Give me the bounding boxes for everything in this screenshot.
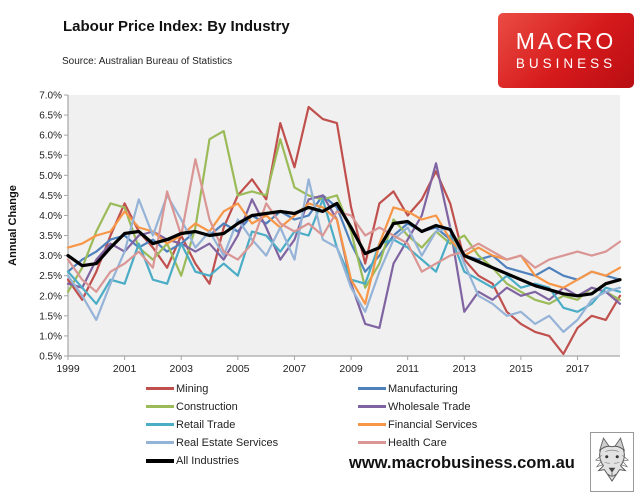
legend-swatch-real-estate-services (146, 441, 174, 444)
chart-line-retail-trade (66, 198, 622, 313)
y-tick-label: 4.5% (39, 191, 62, 202)
x-tick-label: 2017 (566, 363, 590, 375)
legend-item-mining: Mining (146, 382, 358, 395)
x-tick-label: 2011 (396, 363, 419, 375)
legend-label-construction: Construction (176, 400, 238, 413)
website-url: www.macrobusiness.com.au (349, 454, 575, 472)
legend-label-wholesale-trade: Wholesale Trade (388, 400, 471, 413)
y-tick-label: 3.0% (39, 251, 62, 262)
legend-label-all-industries: All Industries (176, 454, 239, 467)
legend-label-real-estate-services: Real Estate Services (176, 436, 279, 449)
legend-item-real-estate-services: Real Estate Services (146, 436, 358, 449)
legend-item-manufacturing: Manufacturing (358, 382, 570, 395)
legend-swatch-financial-services (358, 423, 386, 426)
y-tick-label: 1.5% (39, 311, 62, 322)
y-tick-label: 2.0% (39, 291, 62, 302)
chart-line-all-industries (66, 201, 622, 298)
legend-swatch-wholesale-trade (358, 405, 386, 408)
chart-line-mining (66, 105, 622, 356)
y-tick-label: 0.5% (39, 352, 62, 363)
legend-item-construction: Construction (146, 400, 358, 413)
x-tick-label: 2001 (113, 363, 137, 375)
legend-label-retail-trade: Retail Trade (176, 418, 236, 431)
x-tick-label: 1999 (56, 363, 80, 375)
legend-label-mining: Mining (176, 382, 209, 395)
chart-legend: Mining Manufacturing Construction Wholesale… (146, 382, 570, 467)
x-tick-label: 2015 (509, 363, 533, 375)
y-tick-label: 1.0% (39, 331, 62, 342)
y-tick-label: 4.0% (39, 211, 62, 222)
legend-label-financial-services: Financial Services (388, 418, 478, 431)
legend-swatch-mining (146, 387, 174, 390)
logo-text-business: BUSINESS (515, 55, 617, 71)
chart-line-financial-services (66, 202, 622, 305)
y-tick-label: 7.0% (39, 91, 62, 102)
x-tick-label: 2009 (339, 363, 363, 375)
x-tick-label: 2003 (170, 363, 194, 375)
legend-swatch-manufacturing (358, 387, 386, 390)
legend-label-manufacturing: Manufacturing (388, 382, 458, 395)
y-tick-label: 5.5% (39, 151, 62, 162)
y-tick-label: 2.5% (39, 271, 62, 282)
chart-line-real-estate-services (66, 178, 622, 333)
legend-label-health-care: Health Care (388, 436, 447, 449)
wolf-head-drawing (594, 437, 630, 482)
x-tick-label: 2005 (226, 363, 250, 375)
y-tick-label: 6.5% (39, 111, 62, 122)
legend-item-retail-trade: Retail Trade (146, 418, 358, 431)
legend-item-all-industries: All Industries (146, 454, 358, 467)
legend-item-financial-services: Financial Services (358, 418, 570, 431)
legend-swatch-all-industries (146, 458, 174, 463)
line-chart: 0.5% 1.0% 1.5% 2.0% 2.5% 3.0% 3.5% 4.0% 4.5% 5.0%… (0, 88, 641, 380)
legend-swatch-construction (146, 405, 174, 408)
x-tick-label: 2013 (453, 363, 477, 375)
legend-item-health-care: Health Care (358, 436, 570, 449)
x-tick-label: 2007 (283, 363, 307, 375)
source-note: Source: Australian Bureau of Statistics (62, 56, 233, 67)
logo-text-macro: MACRO (515, 28, 617, 55)
chart-line-manufacturing (66, 194, 622, 281)
macrobusiness-logo: MACRO BUSINESS (498, 13, 634, 88)
y-tick-label: 5.0% (39, 171, 62, 182)
legend-item-wholesale-trade: Wholesale Trade (358, 400, 570, 413)
y-tick-label: 3.5% (39, 231, 62, 242)
legend-swatch-health-care (358, 441, 386, 444)
wolf-sketch-icon (590, 432, 634, 492)
chart-canvas: 0.5% 1.0% 1.5% 2.0% 2.5% 3.0% 3.5% 4.0% 4.5% 5.0%… (7, 91, 622, 375)
y-axis-title: Annual Change (7, 185, 19, 266)
y-tick-label: 6.0% (39, 131, 62, 142)
legend-swatch-retail-trade (146, 423, 174, 426)
page-title: Labour Price Index: By Industry (63, 18, 290, 35)
